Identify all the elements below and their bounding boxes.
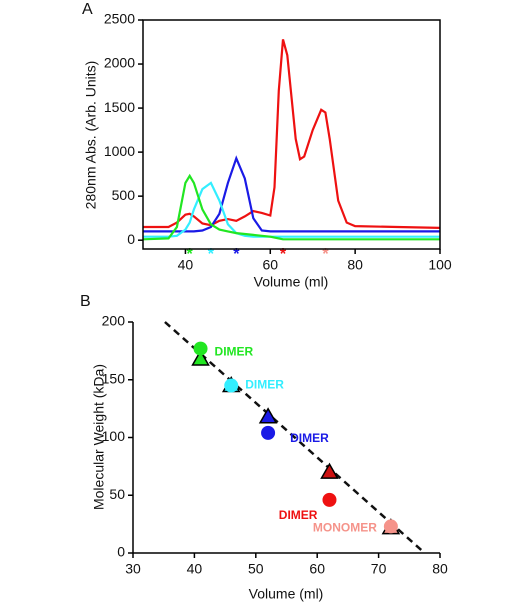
x-axis-title: Volume (ml) [254, 274, 329, 290]
y-tick-label: 2000 [104, 55, 135, 71]
asterisk: * [233, 246, 240, 263]
plot-frame [142, 19, 441, 250]
x-tick-label: 30 [125, 561, 141, 577]
x-tick-label: 70 [371, 561, 387, 577]
circle-point [383, 519, 398, 534]
asterisk: * [208, 246, 215, 263]
asterisk: * [280, 246, 287, 263]
x-axis-title: Volume (ml) [249, 586, 324, 602]
point-label: MONOMER [313, 521, 377, 535]
y-axis-title: 280nm Abs. (Arb. Units) [83, 61, 99, 210]
circle-point [261, 425, 276, 440]
fit-line [164, 321, 426, 554]
asterisk: * [322, 246, 329, 263]
panel-label: A [82, 1, 93, 18]
circle-point [322, 492, 337, 507]
point-label: DIMER [215, 345, 254, 359]
y-tick-label: 1500 [104, 99, 135, 115]
x-tick-label: 40 [187, 561, 203, 577]
y-tick-label: 150 [102, 370, 126, 386]
circle-point [224, 378, 239, 393]
triangle-point [320, 462, 339, 479]
point-label: DIMER [245, 378, 284, 392]
y-axis-title: Molecular Weight (kDa) [91, 364, 107, 510]
x-tick-label: 80 [432, 561, 448, 577]
x-tick-label: 60 [262, 257, 278, 273]
circle-point [193, 341, 208, 356]
data-line [143, 181, 440, 238]
point-label: DIMER [279, 508, 318, 522]
panel-label: B [80, 293, 91, 310]
data-line [142, 173, 440, 241]
x-tick-label: 60 [309, 561, 325, 577]
y-tick-label: 0 [127, 231, 135, 247]
data-line [143, 39, 441, 229]
triangle-point [191, 349, 210, 366]
y-tick-label: 0 [117, 544, 125, 560]
point-label: DIMER [290, 431, 329, 445]
x-tick-label: 80 [347, 257, 363, 273]
x-tick-label: 40 [178, 257, 194, 273]
y-tick-label: 1000 [104, 143, 135, 159]
y-tick-label: 2500 [104, 11, 135, 27]
x-tick-label: 100 [428, 257, 452, 273]
data-line [143, 155, 440, 233]
y-tick-label: 50 [109, 486, 125, 502]
asterisk: * [187, 246, 194, 263]
x-tick-label: 50 [248, 561, 264, 577]
triangle-point [258, 407, 278, 424]
y-tick-label: 500 [112, 187, 136, 203]
y-tick-label: 200 [102, 313, 126, 329]
y-tick-label: 100 [102, 428, 126, 444]
